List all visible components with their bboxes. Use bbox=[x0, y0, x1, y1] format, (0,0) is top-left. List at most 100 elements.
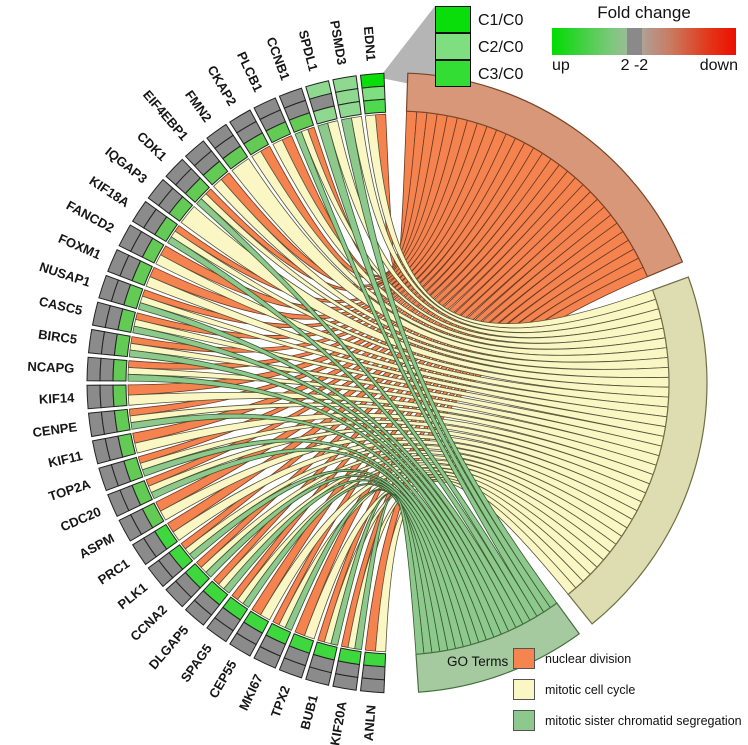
fold-change-title: Fold change bbox=[597, 3, 691, 22]
go-term-swatch bbox=[513, 648, 535, 669]
gene-label: MKI67 bbox=[236, 672, 266, 713]
gene-label: NUSAP1 bbox=[38, 259, 93, 290]
gene-foldchange-band bbox=[123, 456, 144, 483]
gene-foldchange-band bbox=[123, 283, 144, 310]
gene-label: PLCB1 bbox=[234, 49, 266, 94]
gene-label: FMN2 bbox=[182, 87, 215, 125]
gene-foldchange-band bbox=[86, 384, 102, 410]
cluster-legend-item: C1/C0 bbox=[435, 6, 524, 34]
gene-foldchange-band bbox=[312, 105, 338, 125]
gene-label: CDC20 bbox=[58, 504, 103, 535]
gene-foldchange-band bbox=[359, 677, 386, 694]
gene-label: KIF14 bbox=[39, 390, 76, 407]
gene-foldchange-band bbox=[86, 356, 102, 382]
gene-foldchange-band bbox=[337, 100, 362, 119]
gene-label: BUB1 bbox=[297, 693, 321, 731]
gene-label: SPAG5 bbox=[178, 641, 215, 685]
gene-label: PLK1 bbox=[115, 580, 150, 613]
gene-foldchange-band bbox=[243, 610, 270, 634]
gene-foldchange-band bbox=[184, 177, 211, 204]
gene-foldchange-band bbox=[265, 121, 292, 144]
fold-change-legend: Fold change up 2 -2 down bbox=[548, 3, 740, 77]
fold-change-gradient bbox=[552, 28, 736, 55]
gene-foldchange-band bbox=[141, 237, 165, 264]
gene-label: SPDL1 bbox=[296, 28, 321, 72]
gene-foldchange-band bbox=[243, 132, 270, 156]
gene-label: KIF20A bbox=[327, 699, 350, 745]
gene-label: FANCD2 bbox=[64, 198, 117, 236]
gene-foldchange-band bbox=[112, 384, 128, 408]
gene-foldchange-band bbox=[361, 664, 386, 681]
go-term-label: nuclear division bbox=[545, 651, 632, 666]
gene-label: TPX2 bbox=[268, 684, 293, 720]
gene-label: CEP55 bbox=[206, 658, 240, 701]
gene-label: CCNA2 bbox=[127, 602, 170, 644]
gene-foldchange-band bbox=[141, 502, 165, 529]
go-term-arc bbox=[415, 602, 581, 693]
go-term-arc bbox=[567, 276, 708, 625]
gene-label: FOXM1 bbox=[56, 231, 103, 262]
gene-foldchange-band bbox=[202, 160, 229, 186]
gene-label: CASC5 bbox=[38, 294, 84, 318]
gene-foldchange-band bbox=[113, 408, 131, 433]
cluster-legend-label: C3/C0 bbox=[478, 65, 524, 83]
cluster-legend-label: C2/C0 bbox=[478, 38, 524, 56]
go-term-item: nuclear division bbox=[513, 648, 745, 669]
gene-foldchange-band bbox=[363, 651, 387, 668]
go-term-swatch bbox=[513, 710, 535, 731]
go-term-swatch bbox=[513, 679, 535, 700]
go-terms-legend: GO Terms nuclear division mitotic cell cy… bbox=[440, 648, 745, 741]
gene-label: CCNB1 bbox=[263, 35, 292, 82]
gene-label: CDK1 bbox=[134, 129, 170, 164]
gene-foldchange-band bbox=[222, 596, 249, 621]
gene-label: EDN1 bbox=[361, 26, 379, 62]
cluster-legend-swatch bbox=[435, 60, 471, 88]
gene-label: CKAP2 bbox=[204, 63, 239, 109]
go-term-label: mitotic sister chromatid segregation bbox=[545, 713, 742, 728]
gene-label: KIF11 bbox=[47, 448, 84, 470]
gene-foldchange-band bbox=[288, 633, 315, 654]
gene-label: CENPE bbox=[32, 419, 79, 440]
gene-foldchange-band bbox=[361, 85, 386, 102]
cluster-legend-swatch bbox=[435, 6, 471, 34]
gene-foldchange-band bbox=[288, 112, 315, 133]
cluster-legend-item: C2/C0 bbox=[435, 33, 524, 61]
gene-foldchange-band bbox=[312, 641, 338, 661]
gene-foldchange-band bbox=[168, 544, 194, 571]
gene-label: PSMD3 bbox=[327, 19, 349, 66]
legend-callout-wedge bbox=[371, 6, 435, 89]
gene-foldchange-band bbox=[337, 647, 362, 666]
go-terms-items: nuclear division mitotic cell cycle mitoti… bbox=[513, 648, 745, 731]
go-term-item: mitotic cell cycle bbox=[513, 679, 745, 700]
go-term-item: mitotic sister chromatid segregation bbox=[513, 710, 745, 731]
gene-foldchange-band bbox=[99, 384, 115, 409]
gene-label: ASPM bbox=[77, 530, 117, 561]
gene-foldchange-band bbox=[99, 357, 115, 382]
gene-label: TOP2A bbox=[47, 476, 93, 504]
go-term-arc bbox=[405, 72, 684, 278]
go-term-label: mitotic cell cycle bbox=[545, 682, 636, 697]
gene-foldchange-band bbox=[154, 216, 178, 243]
fold-change-midpoint-marker bbox=[627, 28, 643, 55]
gene-foldchange-band bbox=[265, 622, 292, 645]
gene-label: PRC1 bbox=[95, 556, 132, 588]
gene-foldchange-band bbox=[363, 98, 387, 115]
cluster-legend-item: C3/C0 bbox=[435, 60, 524, 88]
fold-change-down-label: down bbox=[699, 57, 738, 74]
gene-foldchange-band bbox=[117, 308, 137, 333]
gene-foldchange-band bbox=[113, 333, 131, 358]
gene-foldchange-band bbox=[131, 260, 153, 287]
cluster-legend-label: C1/C0 bbox=[478, 11, 524, 29]
gene-foldchange-band bbox=[202, 580, 229, 606]
cluster-legend-swatch bbox=[435, 33, 471, 61]
cluster-ratio-legend: C1/C0 C2/C0 C3/C0 bbox=[435, 6, 524, 88]
gene-foldchange-band bbox=[222, 145, 249, 170]
gene-foldchange-band bbox=[168, 195, 194, 222]
gene-foldchange-band bbox=[112, 358, 128, 382]
gene-label: BIRC5 bbox=[37, 327, 78, 347]
gene-label: IQGAP3 bbox=[102, 144, 150, 186]
gene-foldchange-band bbox=[131, 479, 153, 506]
gene-label: NCAPG bbox=[27, 359, 75, 376]
